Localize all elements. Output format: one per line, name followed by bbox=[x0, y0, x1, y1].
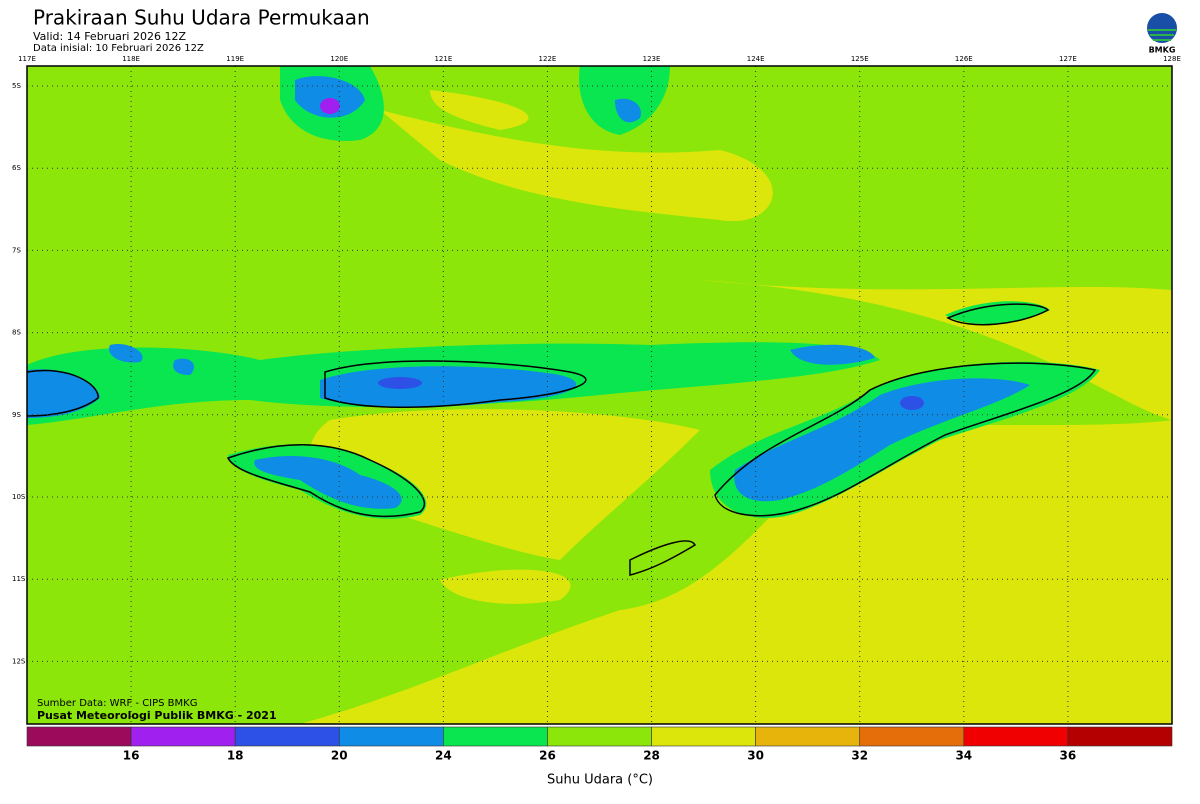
coastline bbox=[324, 360, 587, 408]
lon-label: 121E bbox=[434, 55, 452, 63]
lat-label: 8S bbox=[12, 329, 21, 337]
coastline bbox=[226, 444, 426, 518]
coastlines bbox=[26, 303, 1097, 576]
map-area: Sumber Data: WRF - CIPS BMKG Pusat Meteo… bbox=[26, 65, 1173, 725]
colorbar-swatch bbox=[443, 726, 548, 747]
logo: BMKG bbox=[1147, 13, 1177, 55]
colorbar-swatch bbox=[963, 726, 1069, 747]
colorbar: 16 18 20 24 26 28 30 32 34 36 bbox=[26, 726, 1173, 763]
lon-label: 117E bbox=[18, 55, 36, 63]
colorbar-swatch bbox=[755, 726, 861, 747]
cold-spot bbox=[320, 98, 340, 114]
warm-area bbox=[380, 90, 1172, 420]
cool-core bbox=[295, 76, 641, 123]
colorbar-tick-label: 28 bbox=[643, 749, 660, 763]
island-wetar bbox=[945, 301, 1050, 325]
source-note: Sumber Data: WRF - CIPS BMKG bbox=[37, 698, 197, 709]
lon-label: 119E bbox=[226, 55, 244, 63]
logo-circle bbox=[1147, 13, 1177, 43]
cool-core bbox=[254, 455, 402, 509]
colorbar-swatch bbox=[651, 726, 756, 747]
colorbar-tick-label: 32 bbox=[851, 749, 868, 763]
cool-core bbox=[27, 343, 875, 418]
colorbar-tick-label: 20 bbox=[331, 749, 348, 763]
lon-label: 125E bbox=[851, 55, 869, 63]
cool-core bbox=[734, 378, 1030, 502]
lon-label: 126E bbox=[955, 55, 973, 63]
lon-label: 118E bbox=[122, 55, 140, 63]
colorbar-swatch bbox=[1067, 726, 1173, 747]
lon-label: 123E bbox=[643, 55, 661, 63]
valid-time: Valid: 14 Februari 2026 12Z bbox=[33, 30, 186, 43]
colorbar-tick-label: 36 bbox=[1060, 749, 1077, 763]
map-frame bbox=[26, 65, 1173, 725]
lat-label: 9S bbox=[12, 411, 21, 419]
colorbar-tick-label: 30 bbox=[747, 749, 764, 763]
colorbar-swatch bbox=[547, 726, 652, 747]
colorbar-swatch bbox=[26, 726, 132, 747]
coastline bbox=[26, 369, 99, 417]
island-sulawesi bbox=[280, 66, 670, 141]
lon-label: 128E bbox=[1163, 55, 1181, 63]
lat-label: 12S bbox=[12, 657, 26, 665]
colorbar-tick-label: 26 bbox=[539, 749, 556, 763]
cold-spot bbox=[378, 377, 422, 389]
colorbar-swatch bbox=[338, 726, 444, 747]
colorbar-swatch bbox=[234, 726, 340, 747]
coastline bbox=[629, 540, 696, 576]
lat-label: 6S bbox=[12, 164, 21, 172]
colorbar-tick-label: 18 bbox=[227, 749, 244, 763]
logo-stripes bbox=[1148, 29, 1176, 41]
lat-label: 10S bbox=[12, 493, 26, 501]
colorbar-swatch bbox=[130, 726, 236, 747]
init-time: Data inisial: 10 Februari 2026 12Z bbox=[33, 43, 204, 54]
credit-note: Pusat Meteorologi Publik BMKG - 2021 bbox=[37, 709, 277, 722]
lon-label: 120E bbox=[330, 55, 348, 63]
lat-label: 7S bbox=[12, 246, 21, 254]
lat-label: 5S bbox=[12, 82, 21, 90]
lon-label: 122E bbox=[539, 55, 557, 63]
cold-spot bbox=[900, 396, 924, 410]
lat-label: 11S bbox=[12, 575, 26, 583]
warm-area bbox=[300, 409, 1172, 724]
coastline bbox=[946, 303, 1050, 326]
colorbar-tick-label: 34 bbox=[955, 749, 972, 763]
colorbar-swatch bbox=[859, 726, 965, 747]
logo-text: BMKG bbox=[1149, 46, 1176, 55]
coastline bbox=[714, 362, 1097, 517]
lon-label: 124E bbox=[747, 55, 765, 63]
colorbar-tick-label: 24 bbox=[435, 749, 452, 763]
colorbar-tick-label: 16 bbox=[123, 749, 140, 763]
title: Prakiraan Suhu Udara Permukaan bbox=[33, 6, 370, 30]
lon-label: 127E bbox=[1059, 55, 1077, 63]
graticule bbox=[27, 66, 1172, 724]
colorbar-label: Suhu Udara (°C) bbox=[547, 773, 653, 788]
